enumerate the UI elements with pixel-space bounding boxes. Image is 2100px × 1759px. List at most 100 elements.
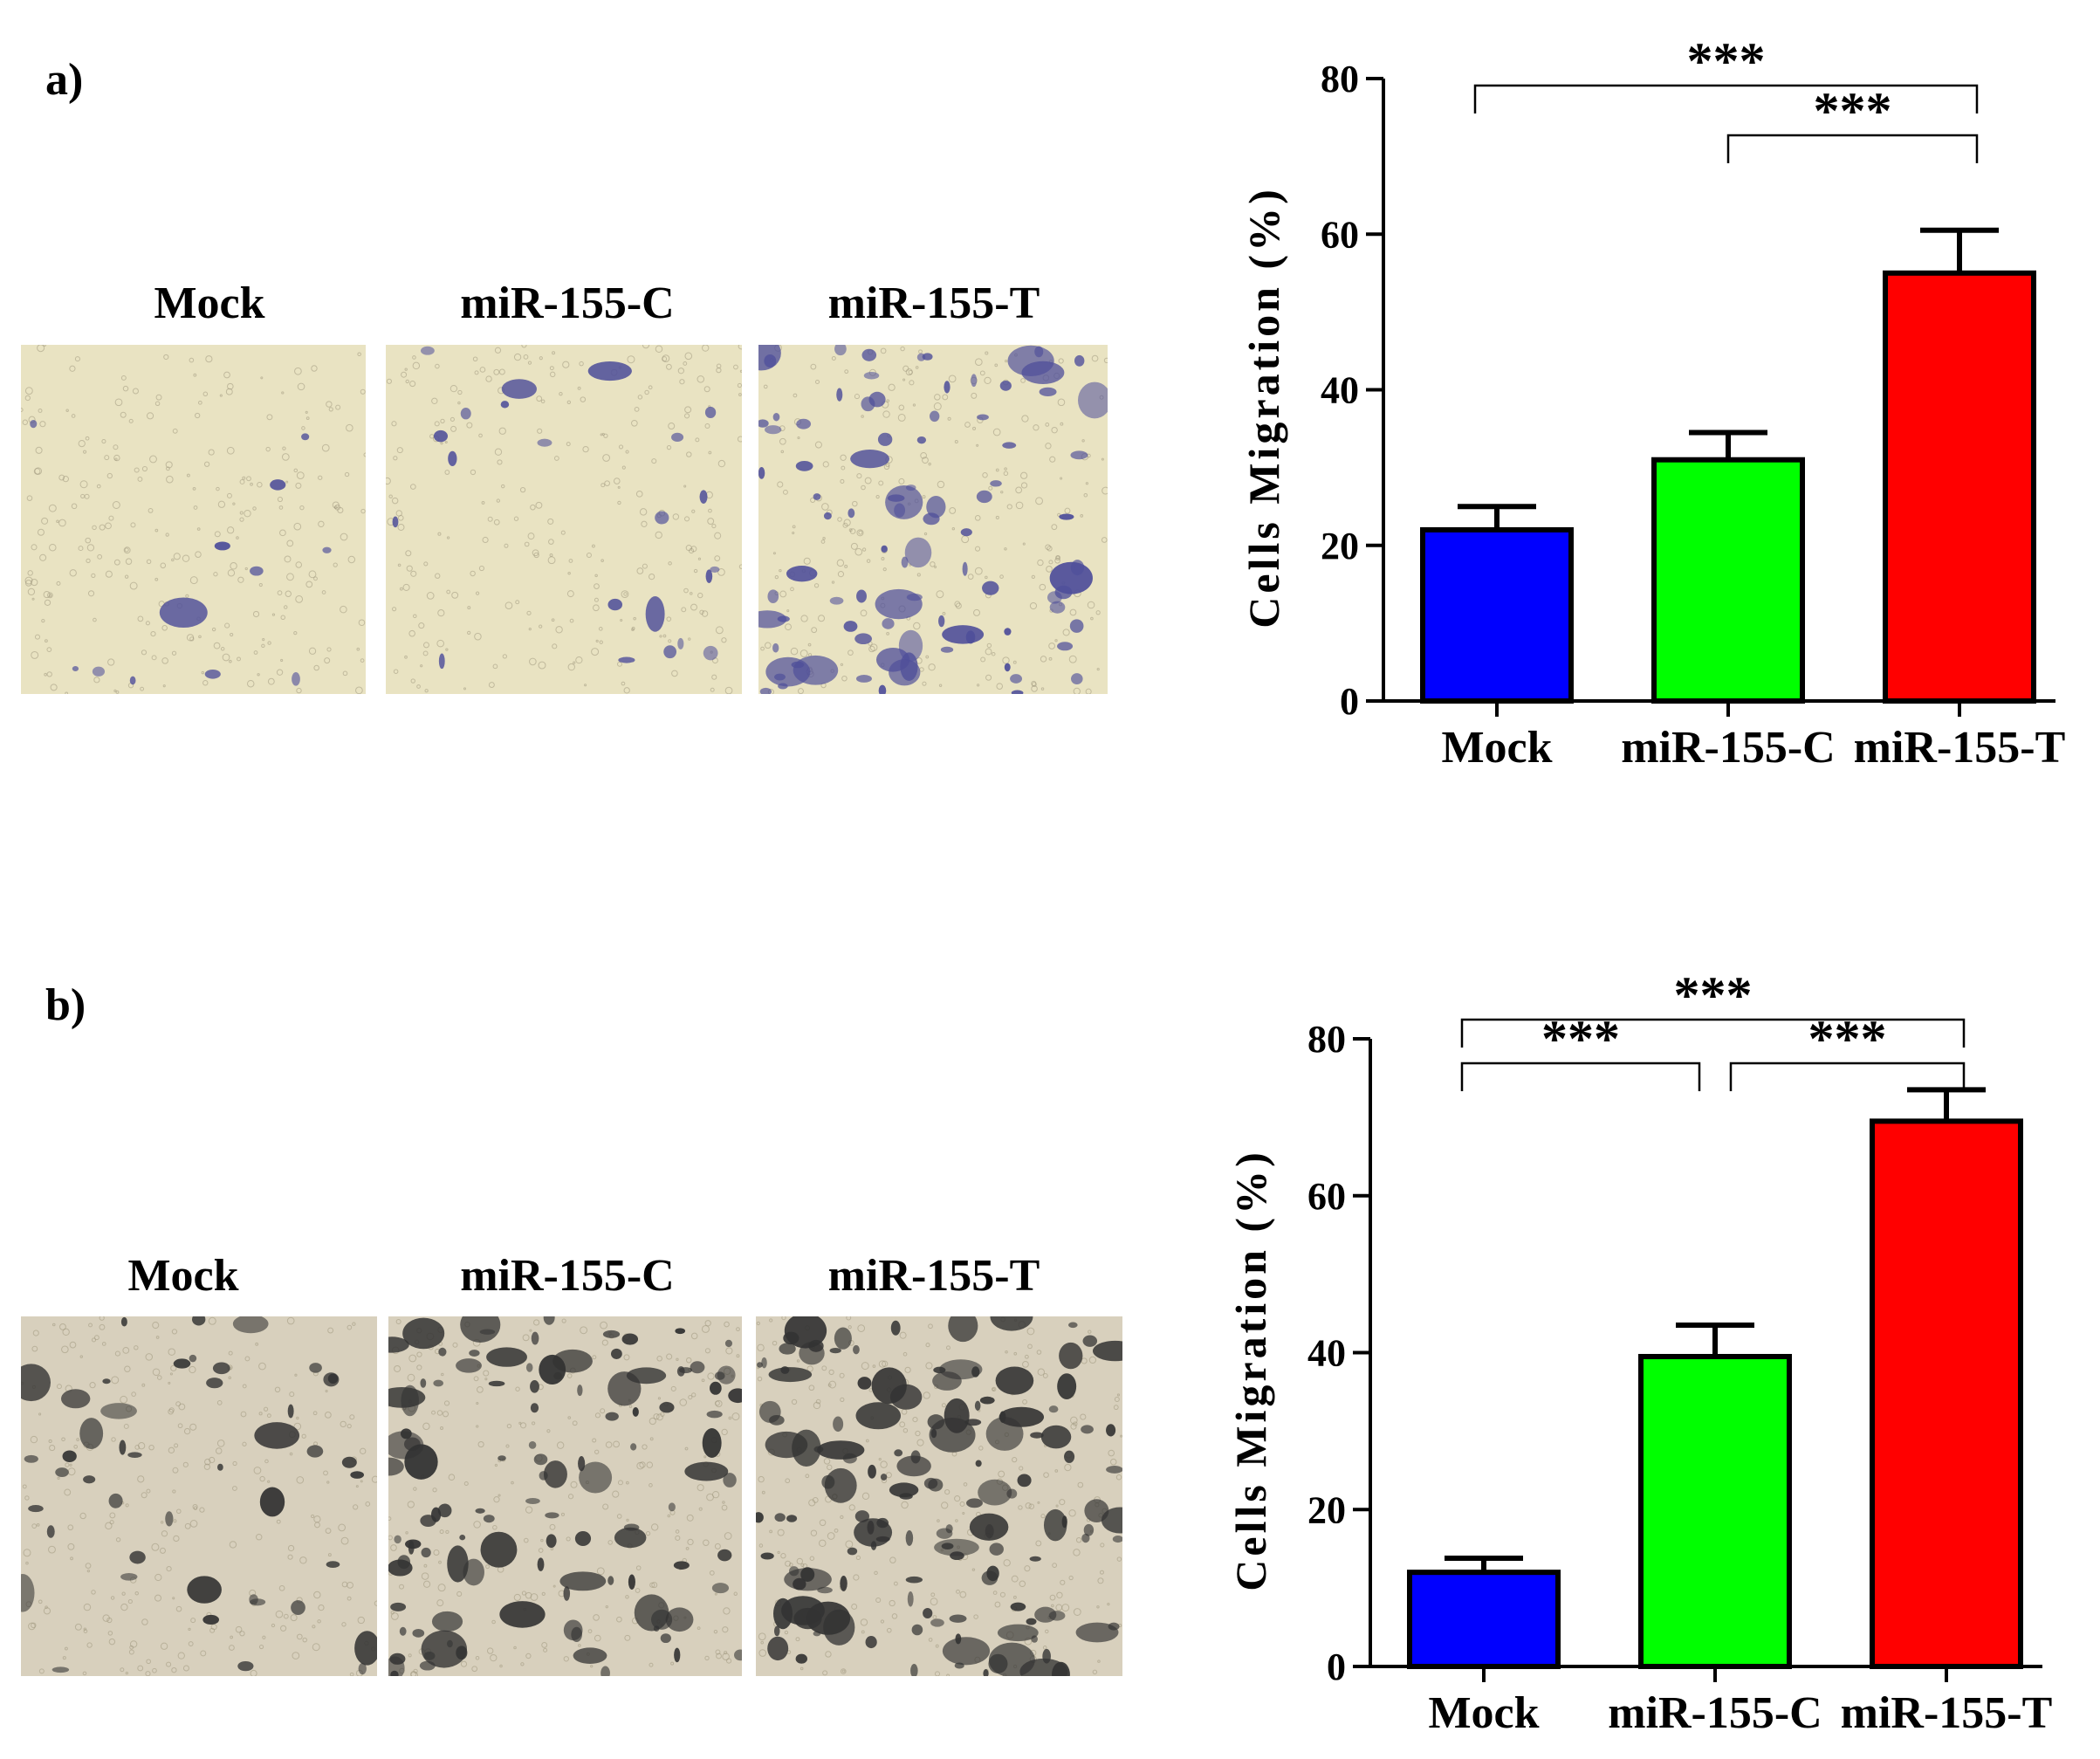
pore-dot — [209, 1456, 216, 1464]
stained-cell — [431, 1611, 463, 1632]
pore-dot — [277, 590, 283, 595]
pore-dot — [56, 519, 59, 524]
stained-cell — [621, 1333, 639, 1345]
pore-dot — [582, 445, 589, 453]
pore-dot — [67, 1543, 75, 1550]
pore-dot — [397, 563, 401, 567]
stained-cell — [990, 1316, 1033, 1331]
pore-dot — [886, 1627, 892, 1633]
stained-cell — [1004, 628, 1012, 636]
pore-dot — [177, 1652, 185, 1659]
pore-dot — [948, 374, 957, 383]
pore-dot — [446, 536, 450, 539]
pore-dot — [549, 553, 553, 557]
pore-dot — [216, 486, 220, 491]
pore-dot — [264, 1406, 269, 1412]
stained-cell — [60, 1389, 91, 1409]
pore-dot — [192, 486, 196, 491]
stained-cell — [723, 1473, 737, 1488]
pore-dot — [452, 1342, 458, 1348]
pore-dot — [1056, 555, 1060, 560]
pore-dot — [1031, 574, 1035, 579]
pore-dot — [513, 516, 519, 521]
pore-dot — [1011, 1575, 1019, 1583]
pore-dot — [703, 1455, 707, 1459]
pore-dot — [213, 642, 221, 649]
pore-dot — [101, 1342, 106, 1346]
pore-dot — [289, 1391, 295, 1398]
pore-dot — [567, 1416, 572, 1419]
pore-dot — [228, 1645, 235, 1651]
stained-cell — [528, 1441, 537, 1449]
pore-dot — [208, 1316, 216, 1325]
pore-dot — [810, 363, 817, 370]
pore-dot — [1097, 1659, 1101, 1663]
pore-dot — [165, 466, 170, 471]
pore-dot — [670, 1661, 675, 1666]
pore-dot — [1096, 1605, 1100, 1609]
pore-dot — [902, 1427, 909, 1433]
pore-dot — [265, 446, 271, 452]
pore-dot — [267, 641, 271, 645]
stained-cell — [929, 1418, 976, 1453]
pore-dot — [580, 1326, 588, 1335]
pore-dot — [688, 637, 691, 641]
pore-dot — [976, 443, 979, 447]
stained-cell — [765, 656, 811, 687]
pore-dot — [162, 684, 166, 688]
pore-dot — [780, 450, 785, 454]
stained-cell — [292, 672, 300, 686]
pore-dot — [925, 655, 930, 659]
y-tick-label: 40 — [1307, 1332, 1346, 1375]
pore-dot — [271, 1623, 276, 1628]
pore-dot — [437, 609, 445, 617]
stained-cell — [665, 1607, 694, 1632]
stained-cell — [1010, 1602, 1026, 1611]
pore-dot — [792, 532, 795, 535]
pore-dot — [1073, 1549, 1081, 1556]
pore-dot — [683, 587, 689, 594]
pore-dot — [82, 1671, 87, 1676]
pore-dot — [266, 414, 273, 421]
pore-dot — [152, 1667, 157, 1673]
pore-dot — [498, 1494, 501, 1497]
pore-dot — [61, 1437, 65, 1442]
pore-dot — [519, 486, 526, 493]
pore-dot — [880, 1460, 888, 1468]
significance-label: *** — [1808, 1010, 1887, 1068]
pore-dot — [323, 1470, 328, 1476]
pore-dot — [923, 1391, 930, 1399]
pore-dot — [1012, 660, 1017, 664]
stained-cell — [1067, 1322, 1078, 1329]
pore-dot — [1051, 524, 1058, 531]
pore-dot — [625, 450, 629, 454]
pore-dot — [311, 1514, 315, 1519]
pore-dot — [1055, 1504, 1059, 1508]
pore-dot — [554, 456, 559, 461]
stained-cell — [813, 1631, 821, 1637]
pore-dot — [161, 657, 168, 664]
pore-dot — [933, 402, 942, 411]
pore-dot — [250, 1669, 257, 1676]
pore-dot — [513, 1593, 521, 1602]
pore-dot — [500, 484, 505, 489]
pore-dot — [538, 1548, 544, 1553]
pore-dot — [471, 1666, 478, 1673]
pore-dot — [488, 682, 495, 689]
pore-dot — [410, 678, 415, 684]
pore-dot — [171, 650, 177, 656]
pore-dot — [1019, 1580, 1026, 1588]
stained-cell — [772, 412, 780, 422]
pore-dot — [413, 1487, 417, 1491]
pore-dot — [779, 568, 782, 573]
pore-dot — [152, 1322, 160, 1330]
pore-dot — [841, 465, 846, 471]
pore-dot — [549, 1523, 556, 1530]
pore-dot — [46, 671, 52, 677]
pore-dot — [335, 404, 341, 410]
pore-dot — [697, 592, 703, 599]
pore-dot — [1080, 514, 1084, 518]
pore-dot — [137, 1442, 146, 1450]
stained-cell — [79, 1418, 104, 1450]
stained-cell — [853, 1344, 860, 1355]
